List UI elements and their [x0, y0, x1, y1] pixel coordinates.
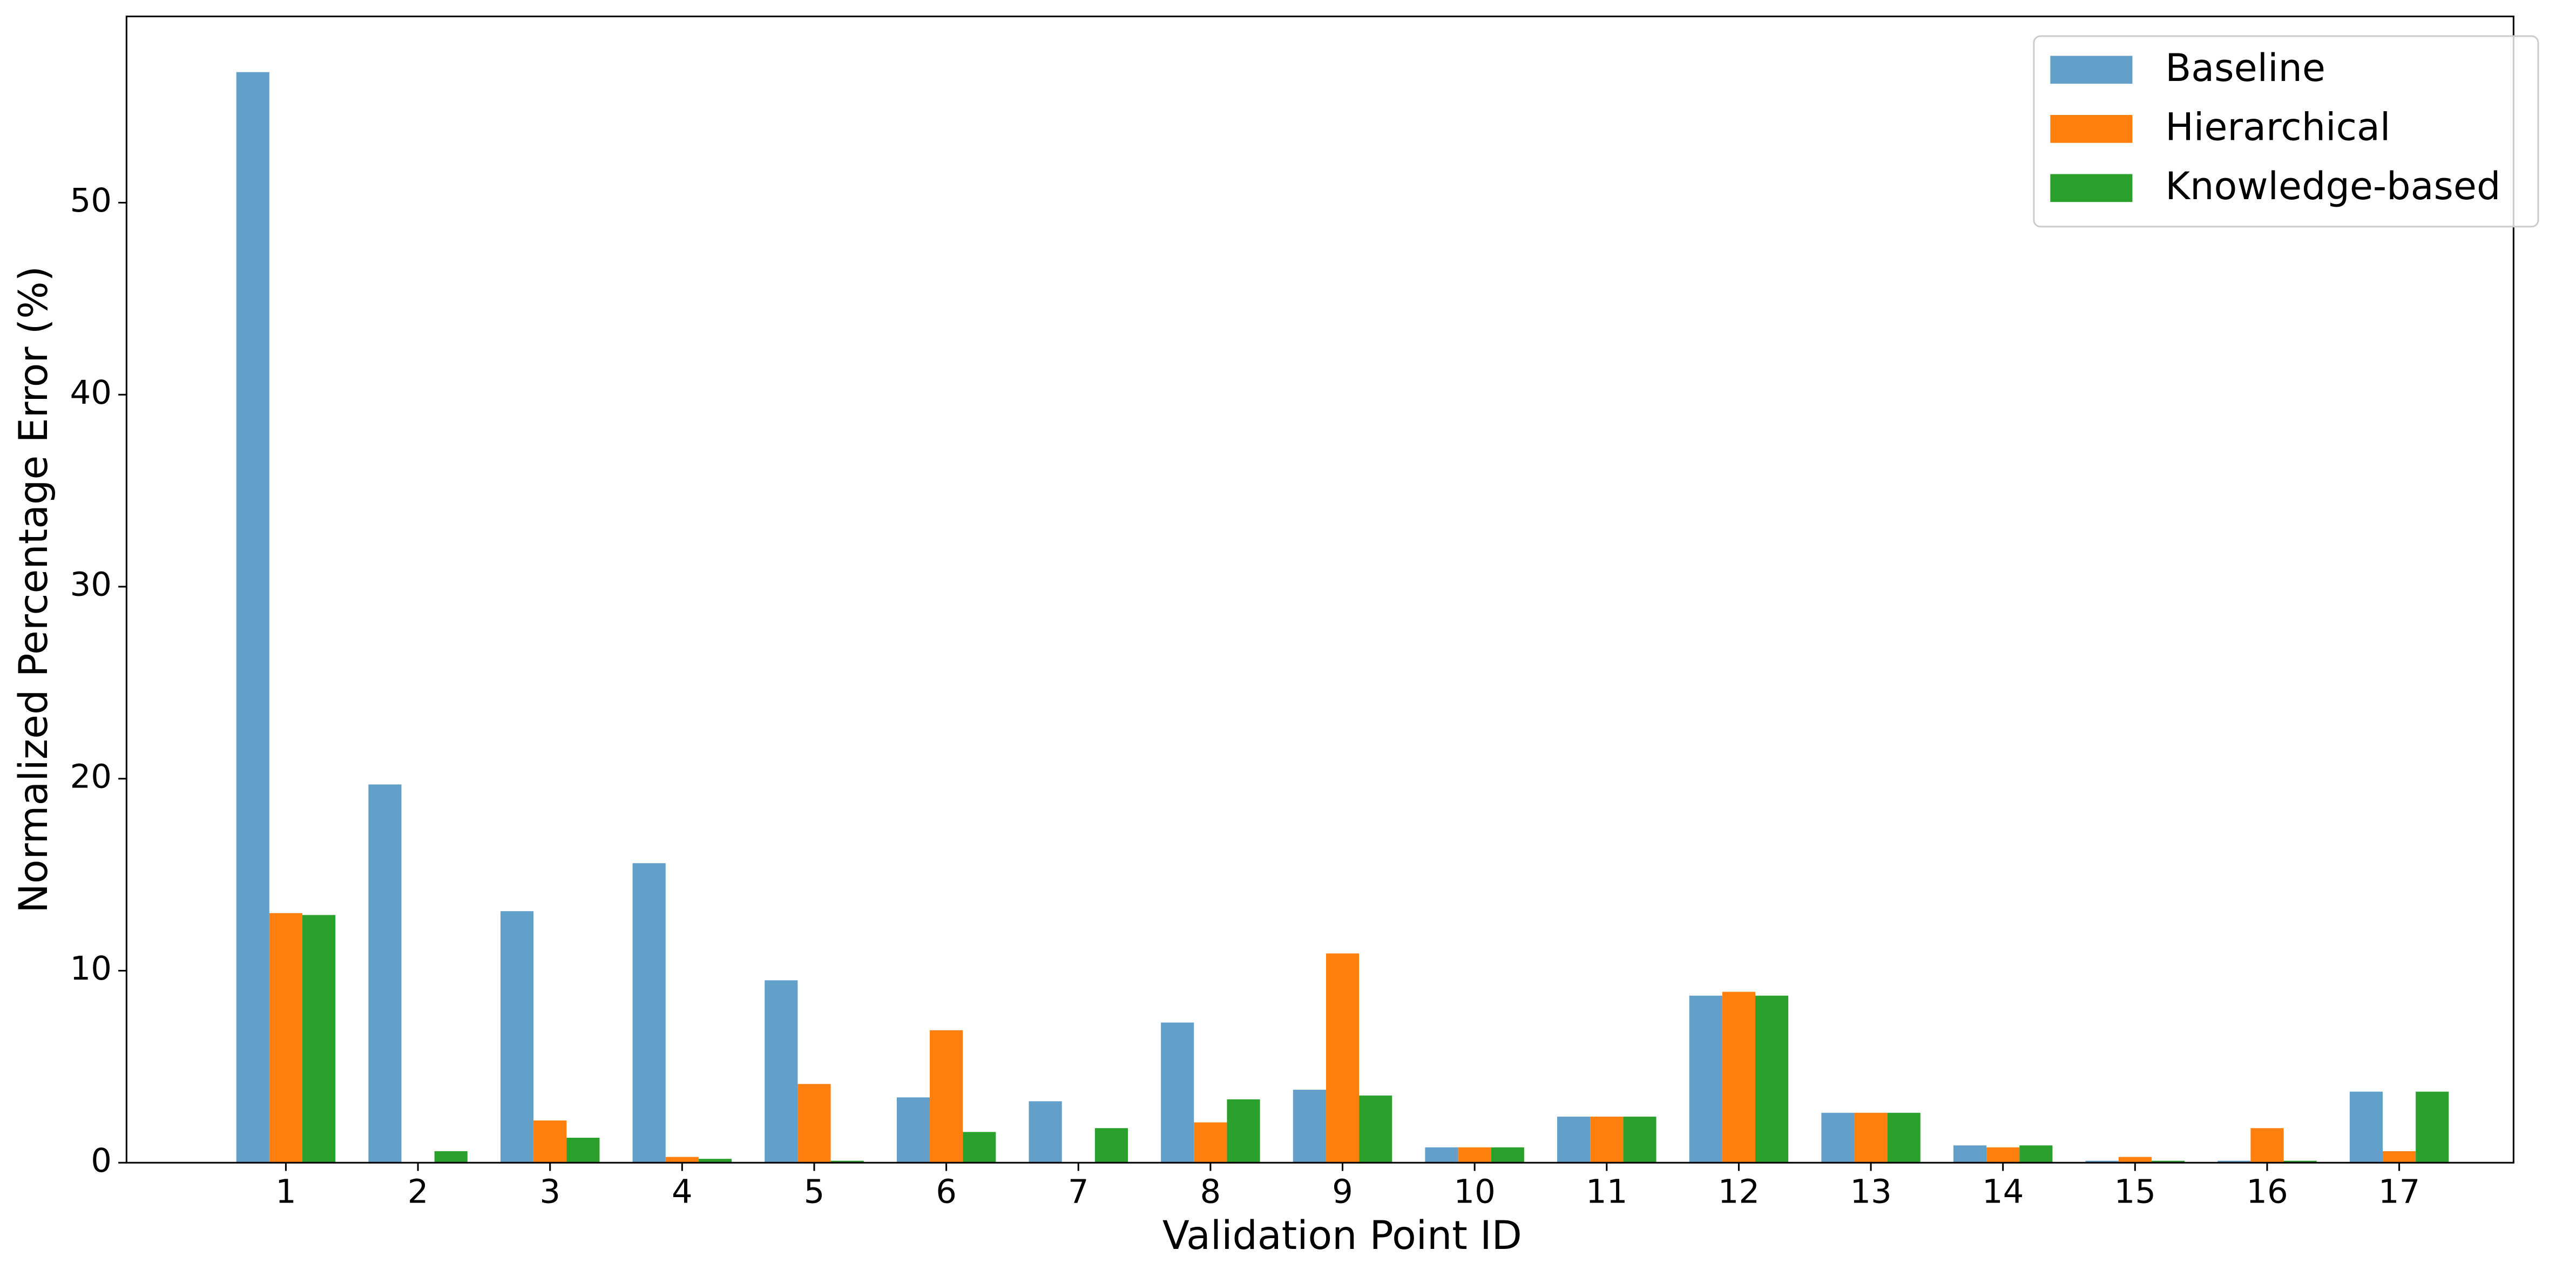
- bar: [2085, 1160, 2119, 1163]
- bar: [434, 1151, 468, 1163]
- legend-swatch: [2050, 56, 2133, 84]
- y-tick-label: 10: [70, 950, 112, 988]
- bar: [1227, 1099, 1260, 1163]
- bar: [236, 72, 269, 1163]
- legend-label: Baseline: [2165, 46, 2325, 90]
- bar: [1491, 1147, 1524, 1163]
- legend-label: Hierarchical: [2165, 105, 2390, 149]
- y-tick-label: 40: [70, 374, 112, 412]
- legend-swatch: [2050, 174, 2133, 202]
- bar: [368, 784, 402, 1163]
- bar: [2118, 1157, 2152, 1163]
- plot-frame: [125, 15, 2514, 1164]
- bar: [1821, 1112, 1855, 1163]
- x-tick-label: 16: [2246, 1173, 2288, 1211]
- x-tick-label: 6: [936, 1173, 957, 1211]
- x-tick-label: 2: [408, 1173, 429, 1211]
- bar: [1953, 1145, 1987, 1163]
- bar: [2349, 1091, 2383, 1163]
- bar: [533, 1120, 567, 1163]
- bar: [632, 863, 666, 1163]
- bar: [896, 1097, 930, 1163]
- bar: [1194, 1122, 1227, 1163]
- x-tick-label: 14: [1982, 1173, 2024, 1211]
- bar: [1293, 1090, 1326, 1163]
- bar: [1359, 1095, 1392, 1163]
- x-tick-label: 4: [672, 1173, 693, 1211]
- y-tick-label: 50: [70, 182, 112, 220]
- x-tick-label: 9: [1332, 1173, 1353, 1211]
- x-tick-label: 11: [1586, 1173, 1627, 1211]
- bar: [797, 1084, 831, 1163]
- bar: [566, 1137, 600, 1163]
- x-tick-label: 7: [1068, 1173, 1089, 1211]
- legend-box: [2033, 35, 2539, 228]
- bar: [1161, 1022, 1194, 1163]
- legend-label: Knowledge-based: [2165, 164, 2500, 208]
- bar: [2250, 1128, 2284, 1163]
- bar: [1689, 995, 1722, 1163]
- bar: [1425, 1147, 1458, 1163]
- bar: [930, 1030, 963, 1163]
- bar: [765, 980, 798, 1163]
- bar: [2217, 1160, 2251, 1163]
- x-tick-label: 17: [2378, 1173, 2420, 1211]
- bar: [1590, 1116, 1624, 1163]
- x-tick-label: 1: [275, 1173, 296, 1211]
- bar: [698, 1159, 732, 1163]
- bar: [1557, 1116, 1591, 1163]
- x-axis-label: Validation Point ID: [1162, 1213, 1522, 1259]
- x-tick-label: 10: [1453, 1173, 1495, 1211]
- x-tick-label: 13: [1850, 1173, 1891, 1211]
- bar: [1029, 1101, 1062, 1163]
- bar: [1854, 1112, 1888, 1163]
- bar: [665, 1157, 699, 1163]
- y-tick-label: 0: [91, 1142, 112, 1180]
- y-tick-label: 30: [70, 566, 112, 604]
- y-axis-label: Normalized Percentage Error (%): [11, 266, 57, 913]
- bar: [1094, 1128, 1128, 1163]
- bar: [1755, 995, 1789, 1163]
- bar: [963, 1132, 996, 1163]
- bar: [1722, 991, 1755, 1163]
- bar: [1326, 953, 1360, 1163]
- y-tick-label: 20: [70, 758, 112, 796]
- x-tick-label: 5: [804, 1173, 825, 1211]
- bar: [500, 911, 534, 1163]
- bar: [2416, 1091, 2449, 1163]
- x-tick-label: 3: [539, 1173, 560, 1211]
- bar: [2151, 1160, 2185, 1163]
- bar: [1623, 1116, 1657, 1163]
- bar: [2383, 1151, 2416, 1163]
- bar: [2283, 1160, 2317, 1163]
- x-tick-label: 15: [2114, 1173, 2156, 1211]
- bar: [1986, 1147, 2020, 1163]
- bar: [1887, 1112, 1921, 1163]
- bar: [302, 915, 336, 1163]
- x-tick-label: 12: [1718, 1173, 1760, 1211]
- bar: [830, 1160, 864, 1163]
- bar: [1458, 1147, 1491, 1163]
- legend-swatch: [2050, 114, 2133, 143]
- x-tick-label: 8: [1200, 1173, 1221, 1211]
- bar: [2019, 1145, 2053, 1163]
- bar: [269, 913, 303, 1163]
